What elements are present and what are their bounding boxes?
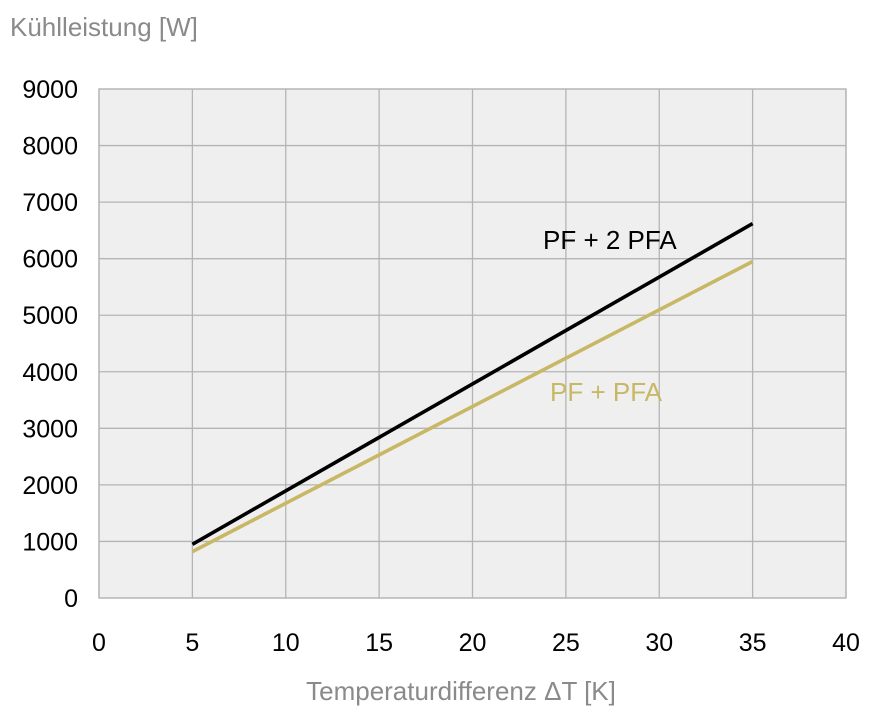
y-tick-label: 6000 — [22, 246, 78, 274]
x-tick-label: 5 — [185, 629, 199, 657]
series-label-pf-pfa: PF + PFA — [550, 377, 663, 407]
x-tick-label: 35 — [739, 629, 767, 657]
x-tick-label: 25 — [552, 629, 580, 657]
y-tick-label: 8000 — [22, 133, 78, 161]
y-tick-label: 2000 — [22, 472, 78, 500]
x-axis-title: Temperaturdifferenz ΔT [K] — [306, 676, 616, 706]
series-line-1 — [191, 259, 754, 554]
y-tick-label: 0 — [64, 585, 78, 613]
y-tick-label: 4000 — [22, 359, 78, 387]
series-line-0 — [191, 222, 754, 546]
x-tick-label: 30 — [645, 629, 673, 657]
x-tick-label: 40 — [832, 629, 860, 657]
x-tick-label: 0 — [92, 629, 106, 657]
x-tick-label: 15 — [365, 629, 393, 657]
y-tick-label: 3000 — [22, 415, 78, 443]
y-tick-label: 1000 — [22, 528, 78, 556]
y-tick-label: 9000 — [22, 76, 78, 104]
x-tick-label: 20 — [459, 629, 487, 657]
y-tick-label: 7000 — [22, 189, 78, 217]
x-tick-label: 10 — [272, 629, 300, 657]
plot-frame — [98, 88, 847, 599]
y-tick-label: 5000 — [22, 302, 78, 330]
series-lines — [191, 222, 754, 554]
series-label-pf-2-pfa: PF + 2 PFA — [543, 225, 677, 255]
x-tick-labels: 0 5 10 15 20 25 30 35 40 — [92, 629, 860, 657]
y-axis-title: Kühlleistung [W] — [10, 12, 198, 42]
y-tick-labels: 0 1000 2000 3000 4000 5000 6000 7000 8000 9000 — [22, 76, 78, 613]
